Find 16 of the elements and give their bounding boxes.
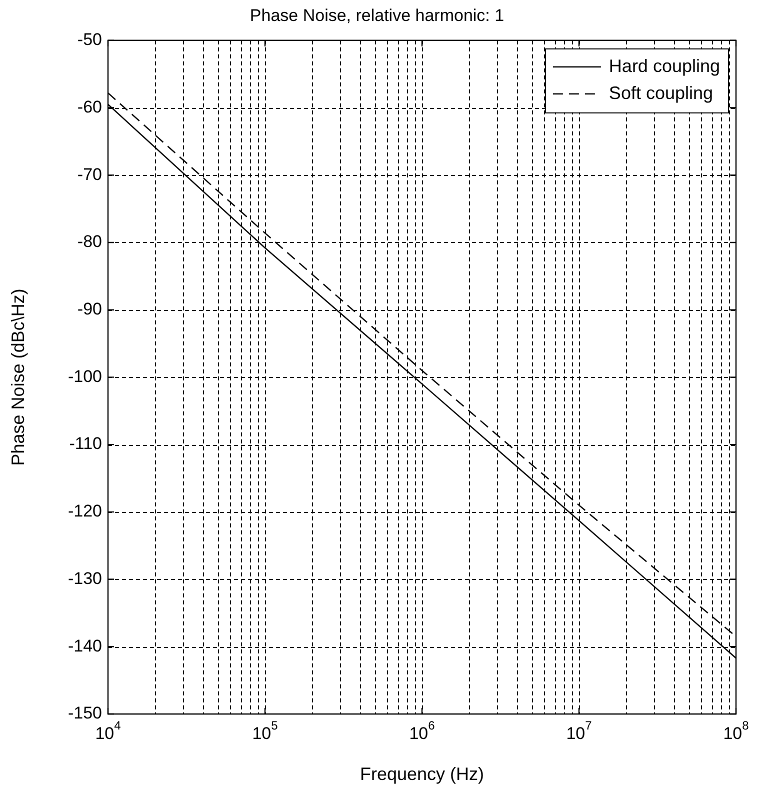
chart-title: Phase Noise, relative harmonic: 1 (250, 6, 504, 25)
y-tick-label: -80 (77, 232, 102, 252)
y-tick-label: -60 (77, 97, 102, 116)
y-tick-label: -140 (68, 636, 102, 656)
legend-label: Hard coupling (608, 56, 720, 76)
x-axis-title: Frequency (Hz) (360, 764, 484, 784)
y-tick-label: -50 (77, 30, 102, 50)
y-tick-label: -70 (77, 164, 102, 184)
y-tick-label: -130 (68, 568, 102, 588)
y-tick-label: -100 (68, 366, 102, 386)
y-tick-label: -150 (68, 704, 102, 723)
legend-label: Soft coupling (608, 82, 714, 103)
y-tick-label: -120 (68, 502, 102, 521)
y-tick-label: -110 (69, 434, 102, 454)
y-axis-title: Phase Noise (dBc\Hz) (8, 288, 28, 466)
y-tick-label: -90 (77, 300, 102, 319)
